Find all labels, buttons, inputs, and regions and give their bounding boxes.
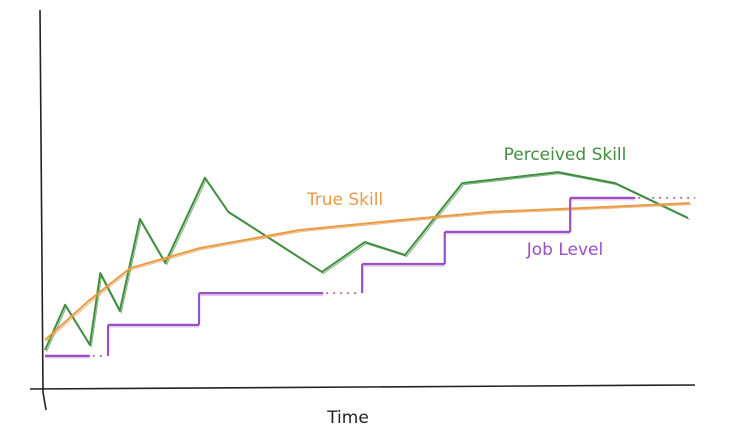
series-label: True Skill [306,190,383,210]
series-line [44,171,689,351]
x-axis-label: Time [326,408,369,428]
series-line-shadow [46,204,692,342]
x-axis [29,384,696,390]
y-axis [39,9,47,411]
series-label: Perceived Skill [504,145,627,165]
series-line [44,202,690,341]
series-label: Job Level [526,240,603,260]
